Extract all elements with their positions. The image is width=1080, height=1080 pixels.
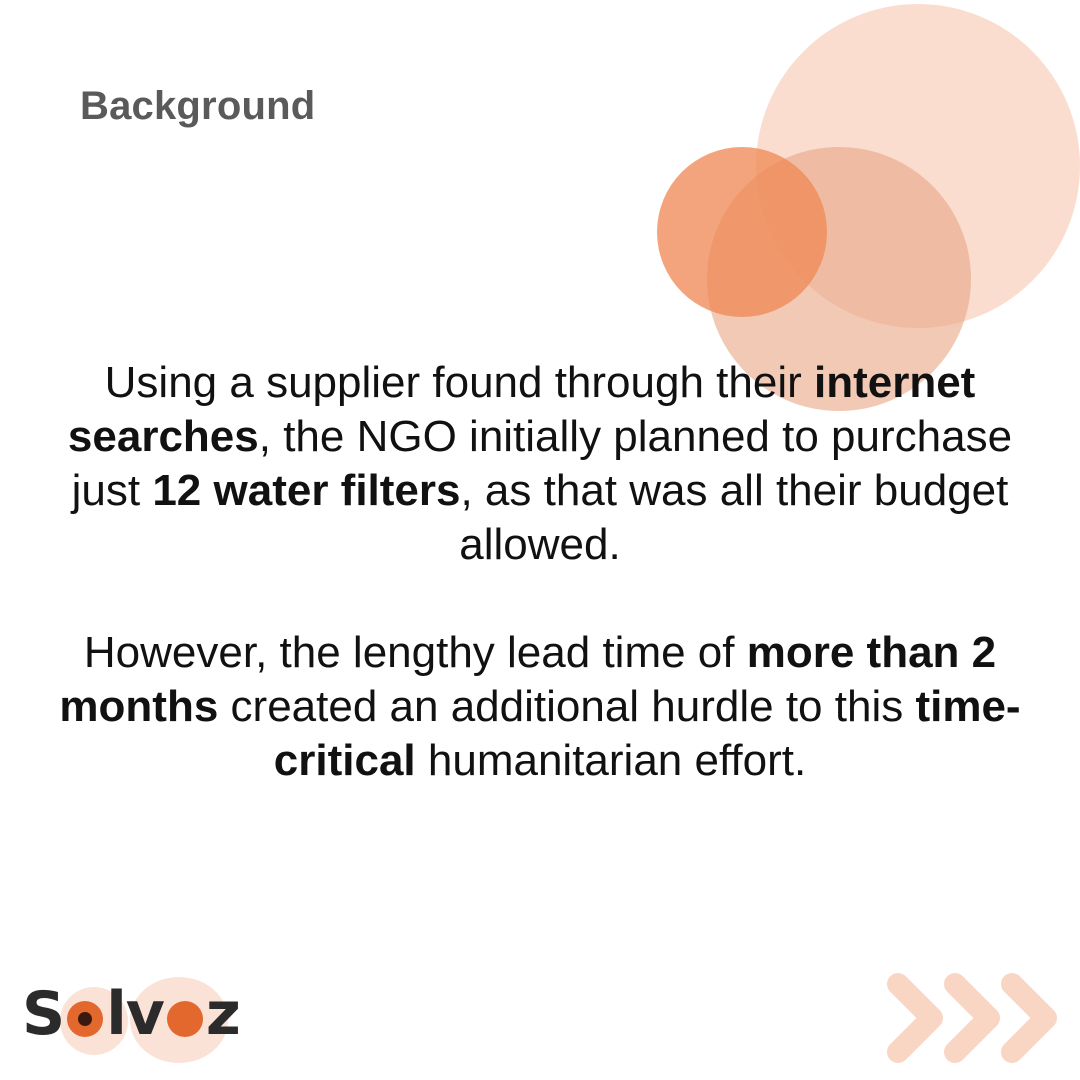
chevron-icon (1001, 973, 1057, 1063)
logo-dot-1 (67, 1001, 104, 1037)
logo-letter-z: z (205, 979, 241, 1049)
paragraph-1-text-1: Using a supplier found through their (104, 358, 814, 407)
paragraph-2-text-3: humanitarian effort. (415, 736, 807, 785)
paragraph-2: However, the lengthy lead time of more t… (30, 626, 1050, 788)
logo-letter-s: S (22, 979, 65, 1049)
chevron-icon (887, 973, 943, 1063)
paragraph-2-bold-1: more than 2 months (59, 628, 997, 731)
small-orange-circle (657, 147, 827, 317)
paragraph-1: Using a supplier found through their int… (30, 356, 1050, 572)
chevron-icon (944, 973, 1000, 1063)
body-text: Using a supplier found through their int… (30, 356, 1050, 788)
paragraph-1-text-3: , as that was all their budget allowed. (459, 466, 1009, 569)
paragraph-2-text-1: However, the lengthy lead time of (83, 628, 747, 677)
logo-dot-2 (166, 1001, 203, 1037)
paragraph-2-bold-2: time-critical (273, 682, 1021, 785)
paragraph-1-bold-2: 12 water filters (152, 466, 461, 515)
paragraph-2-text-2: created an additional hurdle to this (218, 682, 916, 731)
paragraph-1-bold-1: internet searches (67, 358, 976, 461)
logo-letters-lv: lv (106, 979, 165, 1049)
paragraph-1-text-2: , the NGO initially planned to purchase … (71, 412, 1013, 515)
chevron-right-triple-icon (887, 973, 1057, 1063)
page-title: Background (80, 84, 316, 128)
